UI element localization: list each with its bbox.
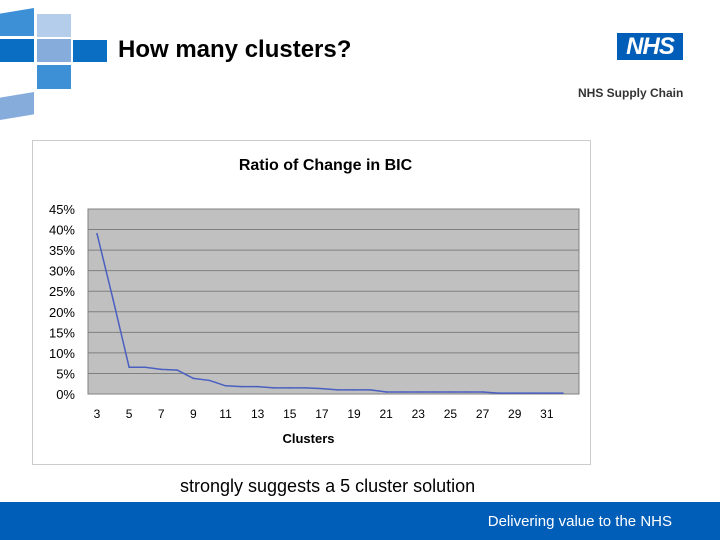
data-point (224, 384, 227, 387)
x-tick-label: 3 (94, 407, 101, 421)
y-tick-label: 35% (49, 243, 75, 258)
data-point (529, 392, 532, 394)
data-point (513, 392, 516, 394)
footer-text: Delivering value to the NHS (487, 513, 672, 530)
y-tick-label: 15% (49, 325, 75, 340)
x-tick-label: 15 (283, 407, 297, 421)
plot-area (87, 208, 580, 395)
y-tick-label: 0% (56, 387, 75, 402)
data-point (369, 389, 371, 391)
x-tick-label: 17 (315, 407, 329, 421)
data-point (546, 392, 548, 394)
data-point (417, 391, 420, 393)
y-tick-label: 30% (49, 264, 75, 279)
data-point (272, 387, 275, 389)
footer-bar: Delivering value to the NHS (0, 502, 720, 540)
y-tick-label: 10% (49, 346, 75, 361)
data-point (176, 369, 179, 371)
data-point (96, 232, 98, 235)
data-point (112, 298, 114, 301)
x-tick-label: 27 (476, 407, 490, 421)
x-tick-label: 9 (190, 407, 197, 421)
chart-title: Ratio of Change in BIC (239, 157, 413, 174)
data-point (337, 389, 339, 391)
data-point (240, 385, 243, 388)
y-tick-label: 40% (49, 223, 75, 238)
x-tick-label: 31 (540, 407, 554, 421)
x-axis-label: Clusters (282, 431, 334, 446)
series-line (96, 233, 563, 394)
chart-container: 0% 5% 10% 15% 20% 25% 30% 35% 40% 45% 3 5 7 9 11 13 15 17… (32, 140, 591, 465)
data-point (497, 392, 500, 394)
x-tick-label: 13 (251, 407, 265, 421)
data-point (256, 385, 259, 388)
page-title: How many clusters? (118, 36, 352, 63)
data-point (144, 366, 146, 369)
x-tick-label: 11 (219, 407, 232, 421)
x-tick-label: 25 (444, 407, 458, 421)
data-point (449, 391, 452, 393)
x-tick-label: 21 (380, 407, 394, 421)
data-point (288, 387, 291, 389)
data-point (208, 379, 211, 382)
data-point (401, 391, 404, 393)
x-tick-label: 5 (126, 407, 133, 421)
y-tick-label: 20% (49, 305, 75, 320)
data-point (562, 392, 564, 394)
x-tick-label: 19 (347, 407, 361, 421)
bic-chart: 0% 5% 10% 15% 20% 25% 30% 35% 40% 45% 3 5 7 9 11 13 15 17… (49, 157, 580, 446)
caption: strongly suggests a 5 cluster solution (180, 476, 476, 496)
data-point (433, 391, 436, 393)
data-point (481, 391, 484, 393)
data-point (128, 366, 130, 369)
nhs-supply-chain-label: NHS Supply Chain (578, 86, 684, 100)
x-tick-label: 29 (508, 407, 522, 421)
data-point (465, 391, 468, 393)
data-point (160, 368, 163, 371)
data-point (385, 391, 387, 393)
x-tick-label: 23 (412, 407, 426, 421)
data-point (353, 389, 355, 391)
data-point (192, 377, 195, 380)
nhs-logo: NHS (617, 33, 683, 60)
x-tick-label: 7 (158, 407, 165, 421)
data-point (305, 387, 307, 389)
y-tick-label: 45% (49, 202, 75, 217)
data-point (321, 387, 323, 390)
y-tick-label: 5% (56, 366, 75, 381)
y-tick-label: 25% (49, 284, 75, 299)
